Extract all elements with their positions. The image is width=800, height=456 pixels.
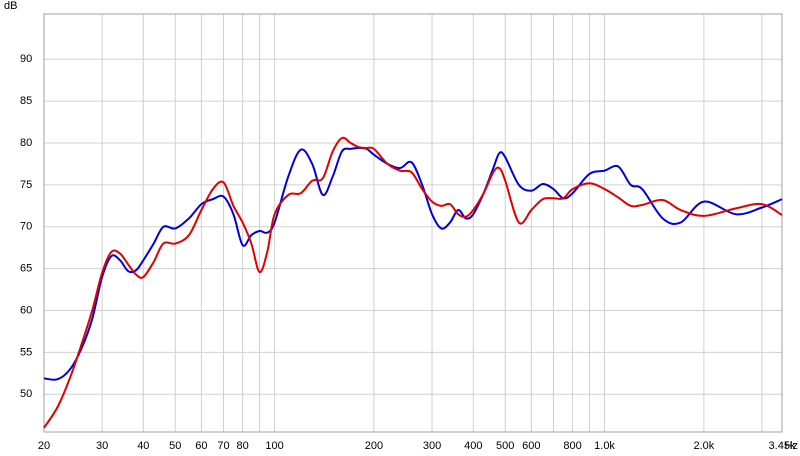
plot-area <box>43 13 783 433</box>
x-tick-label: 40 <box>137 440 149 452</box>
y-tick-label: 85 <box>20 95 32 107</box>
x-tick-label: 100 <box>265 440 283 452</box>
y-tick-label: 70 <box>20 221 32 233</box>
x-tick-label: 20 <box>38 440 50 452</box>
x-tick-label: 300 <box>423 440 441 452</box>
y-tick-label: 65 <box>20 263 32 275</box>
x-tick-label: 1.0k <box>594 440 615 452</box>
x-tick-label: 600 <box>522 440 540 452</box>
x-tick-label: 500 <box>496 440 514 452</box>
x-tick-label: 30 <box>96 440 108 452</box>
x-tick-label: 50 <box>169 440 181 452</box>
x-axis-label: Hz <box>785 440 798 452</box>
x-tick-label: 2.0k <box>693 440 714 452</box>
x-tick-label: 60 <box>195 440 207 452</box>
y-tick-label: 50 <box>20 388 32 400</box>
series-line <box>43 136 783 429</box>
y-axis-label: dB <box>4 0 17 12</box>
x-tick-label: 800 <box>563 440 581 452</box>
y-tick-label: 80 <box>20 137 32 149</box>
x-tick-label: 400 <box>464 440 482 452</box>
plot-area <box>43 13 783 433</box>
y-tick-label: 75 <box>20 179 32 191</box>
y-tick-label: 90 <box>20 53 32 65</box>
x-tick-label: 70 <box>217 440 229 452</box>
x-tick-label: 3.45k <box>769 440 796 452</box>
x-tick-label: 200 <box>365 440 383 452</box>
y-tick-label: 60 <box>20 304 32 316</box>
y-tick-label: 55 <box>20 346 32 358</box>
x-tick-label: 80 <box>237 440 249 452</box>
